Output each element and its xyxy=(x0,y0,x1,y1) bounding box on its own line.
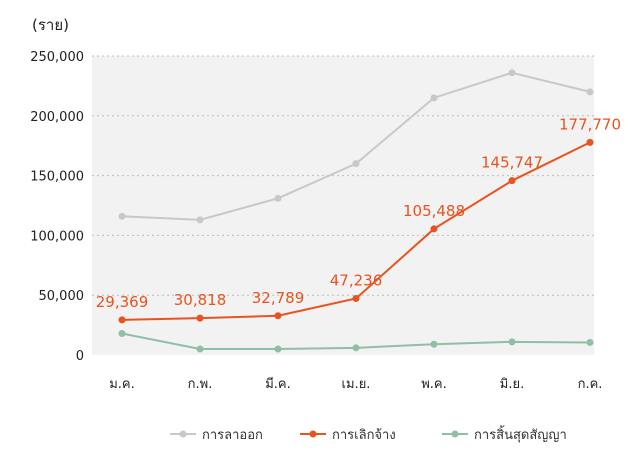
data-label: 47,236 xyxy=(330,272,383,290)
data-point xyxy=(586,138,594,146)
data-point xyxy=(586,338,594,346)
data-point xyxy=(430,340,438,348)
x-tick-label: พ.ค. xyxy=(421,377,447,392)
y-tick-label: 200,000 xyxy=(30,110,84,125)
data-label: 145,747 xyxy=(481,154,543,172)
data-point xyxy=(196,314,204,322)
data-point xyxy=(274,312,282,320)
x-tick-label: ม.ค. xyxy=(109,377,135,392)
data-point xyxy=(118,316,126,324)
data-point xyxy=(508,177,516,185)
data-label: 177,770 xyxy=(559,115,621,133)
legend-label: การลาออก xyxy=(202,428,263,443)
data-label: 105,488 xyxy=(403,202,465,220)
x-tick-label: มิ.ย. xyxy=(500,377,524,392)
data-point xyxy=(352,344,360,352)
legend-label: การเลิกจ้าง xyxy=(332,428,396,443)
gridlines xyxy=(92,55,594,296)
data-point xyxy=(352,295,360,303)
data-point xyxy=(508,69,516,77)
x-axis: ม.ค. ก.พ. มี.ค. เม.ย. พ.ค. มิ.ย. ก.ค. xyxy=(109,376,602,392)
x-tick-label: ก.พ. xyxy=(188,377,213,392)
data-labels: 29,369 30,818 32,789 47,236 105,488 145,747 17… xyxy=(96,115,621,310)
data-label: 30,818 xyxy=(174,291,227,309)
x-tick-label: เม.ย. xyxy=(342,377,371,392)
data-point xyxy=(352,160,360,168)
data-point xyxy=(196,216,204,224)
data-label: 32,789 xyxy=(252,289,305,307)
data-point xyxy=(118,212,126,220)
y-tick-label: 150,000 xyxy=(30,170,84,185)
plot-area xyxy=(92,56,594,355)
data-point xyxy=(586,88,594,96)
data-point xyxy=(118,329,126,337)
data-point xyxy=(274,194,282,202)
y-tick-label: 250,000 xyxy=(30,50,84,65)
legend-marker xyxy=(179,430,187,438)
series-layer xyxy=(118,69,594,353)
x-tick-label: มี.ค. xyxy=(265,376,291,392)
y-unit-label: (ราย) xyxy=(32,16,69,34)
x-tick-label: ก.ค. xyxy=(578,377,603,392)
y-tick-label: 50,000 xyxy=(39,289,85,304)
data-point xyxy=(430,94,438,102)
legend: การลาออก การเลิกจ้าง การสิ้นสุดสัญญา xyxy=(170,425,567,443)
y-tick-label: 100,000 xyxy=(30,229,84,244)
legend-label: การสิ้นสุดสัญญา xyxy=(474,425,567,443)
y-tick-label: 0 xyxy=(76,349,84,364)
y-axis: 0 50,000 100,000 150,000 200,000 250,000 xyxy=(30,50,84,364)
data-point xyxy=(196,345,204,353)
data-point xyxy=(430,225,438,233)
data-point xyxy=(274,345,282,353)
legend-marker xyxy=(309,430,317,438)
legend-marker xyxy=(451,430,459,438)
data-point xyxy=(508,338,516,346)
data-label: 29,369 xyxy=(96,293,149,311)
